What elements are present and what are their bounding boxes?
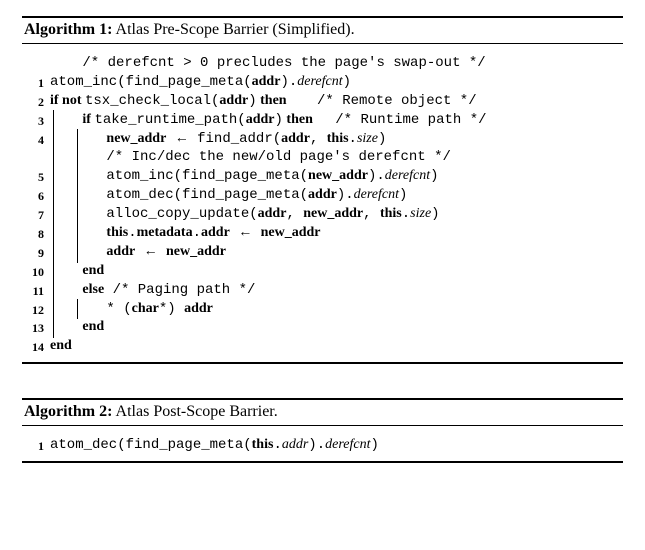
alg1-line-9: 9 addr new_addr (24, 243, 621, 262)
algorithm-1-body: /* derefcnt > 0 precludes the page's swa… (22, 44, 623, 362)
alg1-line-7: 7 alloc_copy_update(addr, new_addr, this… (24, 205, 621, 224)
algorithm-1-caption: Algorithm 1: Atlas Pre-Scope Barrier (Si… (22, 18, 623, 44)
alg1-line-14: 14 end (24, 337, 621, 356)
alg1-line-10: 10 end (24, 262, 621, 281)
algorithm-2-caption-head: Algorithm 2: (24, 403, 112, 420)
alg1-line-4: 4 new_addr find_addr(addr, this.size) (24, 130, 621, 149)
algorithm-2: Algorithm 2: Atlas Post-Scope Barrier. 1… (22, 398, 623, 463)
algorithm-1-caption-head: Algorithm 1: (24, 21, 112, 38)
alg1-line-6: 6 atom_dec(find_page_meta(addr).derefcnt… (24, 186, 621, 205)
algorithm-2-body: 1 atom_dec(find_page_meta(this.addr).der… (22, 426, 623, 461)
alg1-line-2: 2 if not tsx_check_local(addr) then /* R… (24, 92, 621, 111)
alg1-line-8: 8 this.metadata.addr new_addr (24, 224, 621, 243)
algorithm-2-caption-tail: Atlas Post-Scope Barrier. (112, 403, 277, 420)
alg1-line-3: 3 if take_runtime_path(addr) then /* Run… (24, 111, 621, 130)
alg1-line-13: 13 end (24, 318, 621, 337)
alg1-line-11: 11 else /* Paging path */ (24, 281, 621, 300)
algorithm-2-caption: Algorithm 2: Atlas Post-Scope Barrier. (22, 400, 623, 426)
algorithm-1-caption-tail: Atlas Pre-Scope Barrier (Simplified). (112, 21, 354, 38)
alg1-line-1: 1 atom_inc(find_page_meta(addr).derefcnt… (24, 73, 621, 92)
alg1-line-12: 12 * (char*) addr (24, 300, 621, 319)
alg1-line-5: 5 atom_inc(find_page_meta(new_addr).dere… (24, 167, 621, 186)
alg2-line-1: 1 atom_dec(find_page_meta(this.addr).der… (24, 436, 621, 455)
algorithm-1: Algorithm 1: Atlas Pre-Scope Barrier (Si… (22, 16, 623, 364)
alg1-comment-45: /* Inc/dec the new/old page's derefcnt *… (24, 148, 621, 167)
alg1-comment-top: /* derefcnt > 0 precludes the page's swa… (24, 54, 621, 73)
